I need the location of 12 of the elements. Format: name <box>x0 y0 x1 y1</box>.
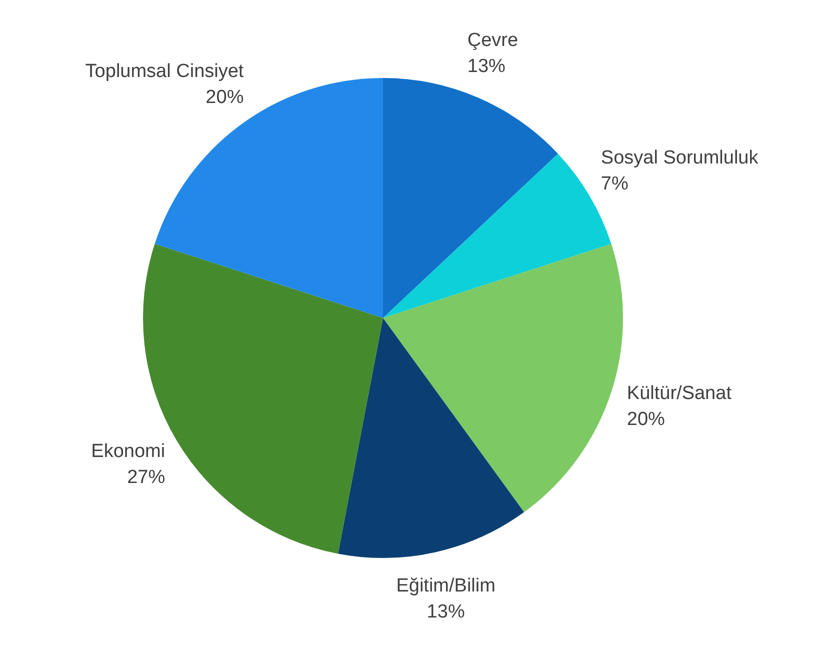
slice-label: Toplumsal Cinsiyet <box>85 61 244 82</box>
data-label: 13% <box>426 601 465 622</box>
data-label: 20% <box>626 409 666 430</box>
slice-label: Kültür/Sanat <box>626 383 732 404</box>
slice-label: Sosyal Sorumluluk <box>600 148 759 169</box>
data-label: 7% <box>600 174 628 195</box>
data-label: 20% <box>206 87 244 108</box>
slice-label: Eğitim/Bilim <box>396 575 496 596</box>
data-label: 27% <box>127 466 166 488</box>
data-label: 13% <box>467 56 506 77</box>
slice-label: Çevre <box>467 30 518 51</box>
slice-label: Ekonomi <box>91 440 166 462</box>
